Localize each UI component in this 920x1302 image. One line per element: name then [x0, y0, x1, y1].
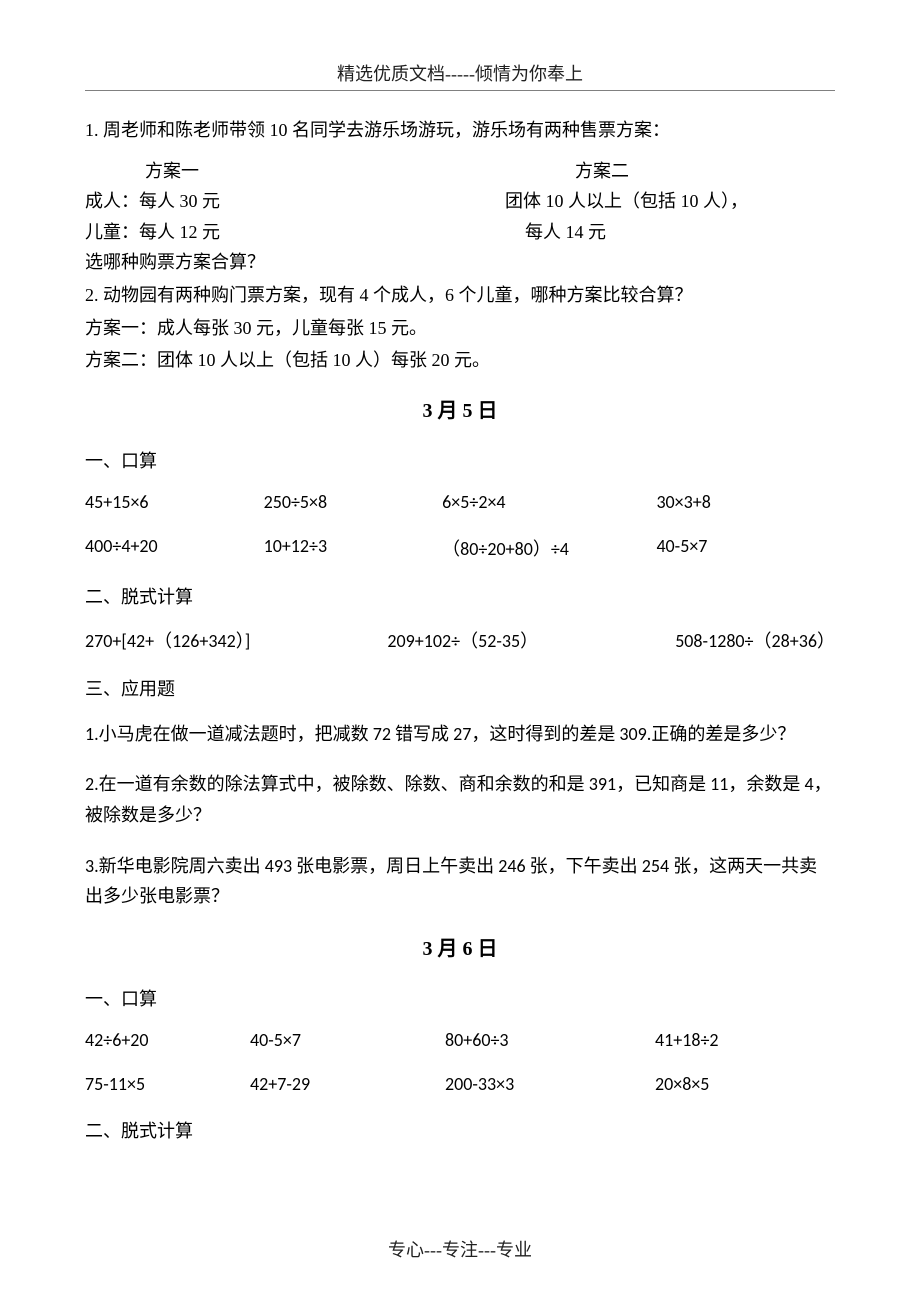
mar5-app-3: 3.新华电影院周六卖出 493 张电影票，周日上午卖出 246 张，下午卖出 2…	[85, 851, 835, 912]
page-footer: 专心---专注---专业	[0, 1236, 920, 1262]
calc-item: 40-5×7	[250, 1029, 445, 1051]
mar5-app-2: 2.在一道有余数的除法算式中，被除数、除数、商和余数的和是 391，已知商是 1…	[85, 769, 835, 830]
section-yingyong: 三、应用题	[85, 675, 835, 701]
date-mar6: 3 月 6 日	[85, 932, 835, 961]
mar6-calc-row-1: 42÷6+20 40-5×7 80+60÷3 41+18÷2	[85, 1029, 835, 1051]
plan2-line1: 团体 10 人以上（包括 10 人），	[445, 186, 835, 217]
calc-item: （80÷20+80）÷4	[442, 535, 656, 561]
calc-item: 20×8×5	[655, 1073, 835, 1095]
plan-row-1: 成人：每人 30 元 团体 10 人以上（包括 10 人），	[85, 186, 835, 217]
calc-item: 508-1280÷（28+36）	[675, 627, 835, 653]
section-tuoshi-2: 二、脱式计算	[85, 1117, 835, 1143]
calc-item: 42÷6+20	[85, 1029, 250, 1051]
calc-item: 42+7-29	[250, 1073, 445, 1095]
plan-row-2: 儿童：每人 12 元 每人 14 元	[85, 217, 835, 248]
plan2-line2: 每人 14 元	[445, 217, 835, 248]
calc-item: 41+18÷2	[655, 1029, 835, 1051]
calc-item: 10+12÷3	[264, 535, 443, 561]
calc-item: 45+15×6	[85, 491, 264, 513]
section-kousuan-2: 一、口算	[85, 985, 835, 1011]
calc-item: 400÷4+20	[85, 535, 264, 561]
plan1-line1: 成人：每人 30 元	[85, 186, 445, 217]
q1-ask: 选哪种购票方案合算？	[85, 247, 835, 278]
mar6-calc-row-2: 75-11×5 42+7-29 200-33×3 20×8×5	[85, 1073, 835, 1095]
plan-titles-row: 方案一 方案二	[85, 156, 835, 187]
calc-item: 250÷5×8	[264, 491, 443, 513]
page-header: 精选优质文档-----倾情为你奉上	[85, 60, 835, 86]
calc-item: 6×5÷2×4	[442, 491, 656, 513]
calc-item: 75-11×5	[85, 1073, 250, 1095]
calc-item: 40-5×7	[656, 535, 835, 561]
calc-item: 200-33×3	[445, 1073, 655, 1095]
mar5-calc-row-1: 45+15×6 250÷5×8 6×5÷2×4 30×3+8	[85, 491, 835, 513]
mar5-app-1: 1.小马虎在做一道减法题时，把减数 72 错写成 27，这时得到的差是 309.…	[85, 719, 835, 750]
plan1-title: 方案一	[85, 156, 445, 187]
q2-line1: 2. 动物园有两种购门票方案，现有 4 个成人，6 个儿童，哪种方案比较合算？	[85, 280, 835, 311]
section-kousuan-1: 一、口算	[85, 447, 835, 473]
header-rule	[85, 90, 835, 91]
mar5-tuoshi-row: 270+[42+（126+342）] 209+102÷（52-35） 508-1…	[85, 627, 835, 653]
mar5-calc-row-2: 400÷4+20 10+12÷3 （80÷20+80）÷4 40-5×7	[85, 535, 835, 561]
calc-item: 270+[42+（126+342）]	[85, 627, 250, 653]
section-tuoshi-1: 二、脱式计算	[85, 583, 835, 609]
q2-line3: 方案二：团体 10 人以上（包括 10 人）每张 20 元。	[85, 345, 835, 376]
plan2-title: 方案二	[445, 156, 835, 187]
q2-line2: 方案一：成人每张 30 元，儿童每张 15 元。	[85, 313, 835, 344]
calc-item: 80+60÷3	[445, 1029, 655, 1051]
calc-item: 30×3+8	[656, 491, 835, 513]
date-mar5: 3 月 5 日	[85, 394, 835, 423]
plan1-line2: 儿童：每人 12 元	[85, 217, 445, 248]
calc-item: 209+102÷（52-35）	[387, 627, 538, 653]
q1-intro: 1. 周老师和陈老师带领 10 名同学去游乐场游玩，游乐场有两种售票方案：	[85, 115, 835, 146]
